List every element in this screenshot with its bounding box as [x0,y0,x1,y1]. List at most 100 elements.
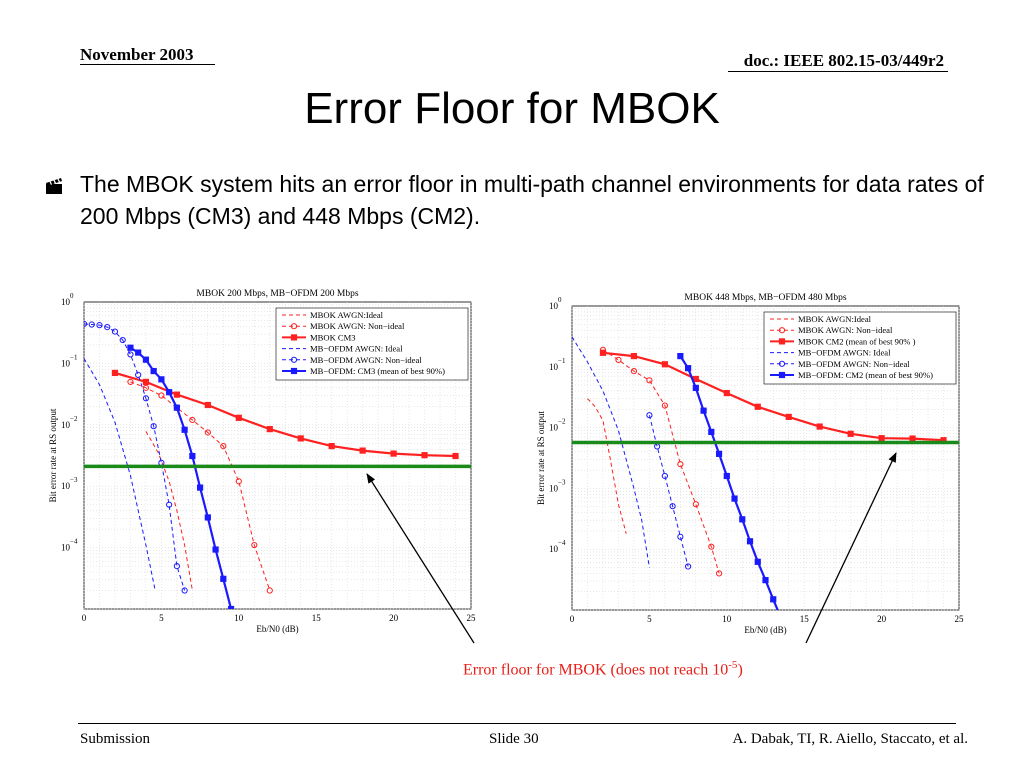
legend-label: MBOK CM2 (mean of best 90% ) [798,336,916,346]
legend-marker [778,338,786,345]
chart-title: MBOK 448 Mbps, MB−OFDM 480 Mbps [684,293,846,303]
data-point [692,384,699,391]
data-point [127,344,134,351]
data-point [762,577,769,584]
data-point [119,336,126,344]
data-point [84,320,88,327]
data-point [661,402,668,409]
data-point [197,484,204,491]
data-point [669,503,676,510]
data-point [266,587,273,594]
data-point [204,401,211,409]
data-point [297,435,304,442]
y-tick-label: 10 [61,358,71,368]
x-axis-label: Eb/N0 (dB) [744,625,786,635]
y-tick-exponent: −1 [558,357,566,365]
y-tick-exponent: −4 [558,539,566,547]
data-point [723,472,730,480]
data-point [158,376,165,383]
x-tick-label: 20 [389,613,399,623]
y-tick-exponent: −4 [70,538,78,546]
x-tick-label: 0 [570,614,575,624]
footer-authors: A. Dabak, TI, R. Aiello, Staccato, et al… [732,731,969,747]
data-point [739,516,746,523]
data-point [220,575,227,582]
y-tick-label: 10 [549,544,559,554]
data-point [754,403,761,410]
legend-label: MB−OFDM: CM2 (mean of best 90%) [798,370,933,380]
header-date: November 2003 [80,45,194,64]
data-point [692,501,699,508]
x-tick-label: 20 [877,614,887,624]
data-point [715,450,723,457]
data-point [661,361,668,368]
data-point [96,322,103,329]
series-line-1 [587,398,627,534]
series-line-4 [84,358,156,591]
y-tick-exponent: 0 [70,292,74,300]
data-point [166,501,173,508]
data-point [166,389,173,396]
header-rule-left [80,64,215,65]
x-tick-label: 5 [159,613,164,623]
x-tick-label: 10 [234,613,244,623]
bullet-text: The MBOK system hits an error floor in m… [80,171,984,229]
data-point [135,371,142,378]
series-line-2 [130,381,271,591]
data-point [685,563,692,570]
caption-exponent: -5 [728,659,738,671]
data-point [150,367,157,375]
data-point [630,352,638,360]
data-point [235,478,242,485]
data-point [181,426,188,433]
series-line-5 [84,323,186,591]
data-point [746,538,754,545]
y-tick-label: 10 [549,301,559,311]
data-point [88,321,95,328]
data-point [189,416,196,424]
series-line-4 [572,336,650,568]
data-point [173,562,180,570]
legend-marker [290,334,298,341]
data-point [173,404,180,411]
data-point [142,384,150,391]
data-point [142,356,150,363]
legend-box [275,307,469,381]
y-tick-exponent: −1 [70,353,78,361]
legend-box [763,311,957,385]
data-point [189,452,196,460]
data-point [708,428,715,435]
data-point [708,543,715,550]
legend-marker [290,356,298,363]
data-point [328,442,335,450]
legend-marker [778,327,786,334]
clapperboard-bullet-icon [46,178,62,194]
footer-submission: Submission [80,731,151,747]
legend-label: MBOK AWGN:Ideal [310,310,384,320]
slide-title: Error Floor for MBOK [304,84,720,133]
data-point [204,514,211,521]
data-point [150,423,157,430]
data-point [111,328,119,335]
data-point [615,356,622,363]
data-point [847,430,854,437]
legend-label: MB−OFDM: CM3 (mean of best 90%) [310,366,445,376]
y-tick-label: 10 [549,362,559,372]
data-point [127,378,134,385]
data-point [599,349,607,356]
y-tick-exponent: −3 [558,478,566,486]
caption-close: ) [737,661,743,679]
y-tick-exponent: −3 [70,476,78,484]
y-axis-label: Bit error rate at RS output [536,411,546,505]
y-tick-label: 10 [61,297,71,307]
data-point [266,426,273,433]
legend-label: MB−OFDM AWGN: Non−ideal [798,359,910,369]
data-point [227,605,235,609]
series-line-3 [602,351,944,442]
series-group [572,336,947,610]
series-group [84,320,459,609]
y-tick-exponent: −2 [558,418,566,426]
y-tick-label: 10 [61,543,71,553]
